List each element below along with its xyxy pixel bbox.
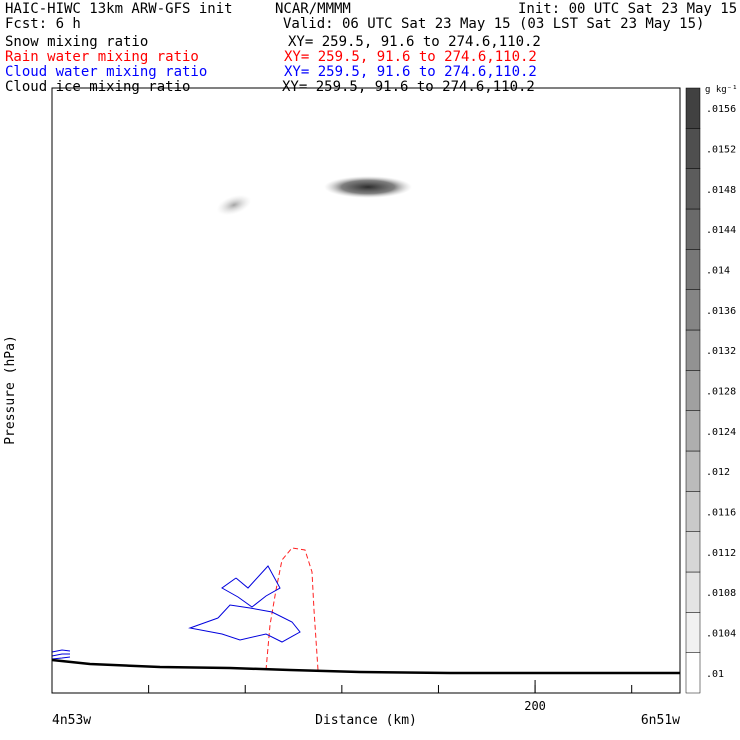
colorbar-segment [685, 370, 701, 411]
colorbar: .01 .0104 .0108 .0112 .0116 .012 .0124 .0128 .01… [685, 87, 736, 694]
colorbar-segment [685, 289, 701, 331]
colorbar-segment [685, 410, 701, 452]
field-xy-cloud-water: XY= 259.5, 91.6 to 274.6,110.2 [284, 64, 537, 80]
rain-water-contour [265, 547, 319, 671]
colorbar-segment [685, 87, 701, 129]
x-ticks: 200 [148, 680, 633, 713]
terrain-line [51, 658, 680, 675]
colorbar-segment [685, 208, 701, 250]
colorbar-tick-label: .0116 [706, 508, 736, 519]
colorbar-tick-label: .0136 [706, 306, 736, 317]
colorbar-tick-label: .0124 [706, 427, 736, 438]
org-label: NCAR/MMMM [275, 1, 351, 17]
field-xy-snow: XY= 259.5, 91.6 to 274.6,110.2 [288, 34, 541, 50]
colorbar-segment [685, 249, 701, 290]
colorbar-segment [685, 571, 701, 613]
colorbar-tick-label: .0152 [706, 145, 736, 156]
right-endpoint-label: 6n51w [641, 713, 680, 728]
cloud-water-contours [51, 565, 301, 660]
colorbar-tick-label: .0112 [706, 548, 736, 559]
colorbar-tick-label: .0104 [706, 629, 736, 640]
snow-shading-small [216, 194, 252, 216]
field-xy-rain: XY= 259.5, 91.6 to 274.6,110.2 [284, 49, 537, 65]
colorbar-tick-label: .014 [706, 266, 730, 277]
plot-frame [51, 87, 681, 694]
y-axis-label: Pressure (hPa) [3, 335, 18, 445]
colorbar-segment [685, 128, 701, 169]
colorbar-tick-label: .012 [706, 467, 730, 478]
colorbar-segment [685, 450, 701, 492]
model-title: HAIC-HIWC 13km ARW-GFS init [5, 1, 233, 17]
colorbar-tick-label: .0156 [706, 104, 736, 115]
colorbar-tick-label: .0128 [706, 387, 736, 398]
field-name-rain: Rain water mixing ratio [5, 49, 199, 65]
snow-shading-main [324, 176, 412, 198]
colorbar-segment [685, 612, 701, 653]
field-name-cloud-ice: Cloud ice mixing ratio [5, 79, 191, 95]
colorbar-segment [685, 491, 701, 532]
colorbar-tick-label: .0108 [706, 588, 736, 599]
colorbar-unit: g kg⁻¹ [705, 85, 738, 95]
field-name-snow: Snow mixing ratio [5, 34, 149, 50]
colorbar-segment [685, 168, 701, 210]
terrain-fill [52, 660, 680, 693]
colorbar-tick-label: .0144 [706, 225, 736, 236]
valid-time: Valid: 06 UTC Sat 23 May 15 (03 LST Sat … [283, 16, 705, 32]
colorbar-segment [685, 531, 701, 573]
left-endpoint-label: 4n53w [52, 713, 91, 728]
x-tick-label: 200 [524, 699, 546, 713]
x-axis-label: Distance (km) [315, 713, 417, 728]
field-xy-cloud-ice: XY= 259.5, 91.6 to 274.6,110.2 [282, 79, 535, 95]
colorbar-segment [685, 329, 701, 371]
colorbar-segment [685, 652, 701, 694]
forecast-hour: Fcst: 6 h [5, 16, 81, 32]
field-name-cloud-water: Cloud water mixing ratio [5, 64, 208, 80]
colorbar-tick-label: .0148 [706, 185, 736, 196]
colorbar-tick-label: .01 [706, 669, 724, 680]
colorbar-tick-label: .0132 [706, 346, 736, 357]
init-time: Init: 00 UTC Sat 23 May 15 [518, 1, 738, 17]
